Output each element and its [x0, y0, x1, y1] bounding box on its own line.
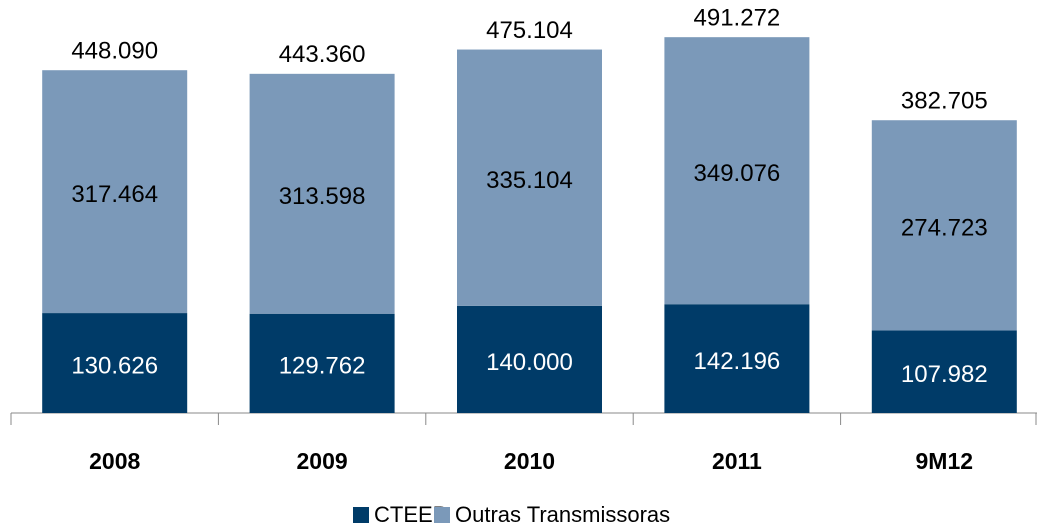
value-label: 274.723: [901, 215, 988, 242]
total-label: 475.104: [486, 17, 573, 44]
bar-segment: [664, 304, 810, 413]
legend-swatch: [434, 507, 450, 523]
value-label: 349.076: [694, 160, 781, 187]
value-label: 142.196: [694, 348, 781, 375]
value-label: 107.982: [901, 361, 988, 388]
value-label: 140.000: [486, 349, 573, 376]
value-label: 313.598: [279, 183, 366, 210]
bar-segment: [42, 70, 188, 314]
x-tick-label: 2010: [504, 448, 555, 474]
value-label: 129.762: [279, 353, 366, 380]
bar-segment: [664, 37, 810, 305]
x-tick-label: 2011: [712, 448, 762, 474]
total-label: 491.272: [694, 5, 781, 32]
value-label: 317.464: [71, 181, 158, 208]
bar-segment: [457, 49, 602, 306]
legend-label: Outras Transmissoras: [455, 502, 670, 524]
value-label: 335.104: [486, 167, 573, 194]
bar-segment: [42, 313, 188, 413]
bar-segment: [871, 330, 1017, 413]
x-tick-label: 2008: [89, 448, 140, 474]
bar-segment: [249, 73, 395, 314]
bar-segment: [871, 120, 1017, 331]
legend-swatch: [353, 507, 369, 523]
bar-segment: [249, 313, 395, 413]
value-label: 130.626: [71, 352, 158, 379]
total-label: 443.360: [279, 41, 366, 68]
x-tick-label: 9M12: [916, 448, 974, 474]
x-tick-label: 2009: [297, 448, 348, 474]
legend-label: CTEEP: [374, 502, 447, 524]
bar-segment: [457, 305, 602, 413]
total-label: 448.090: [71, 38, 158, 65]
total-label: 382.705: [901, 88, 988, 115]
